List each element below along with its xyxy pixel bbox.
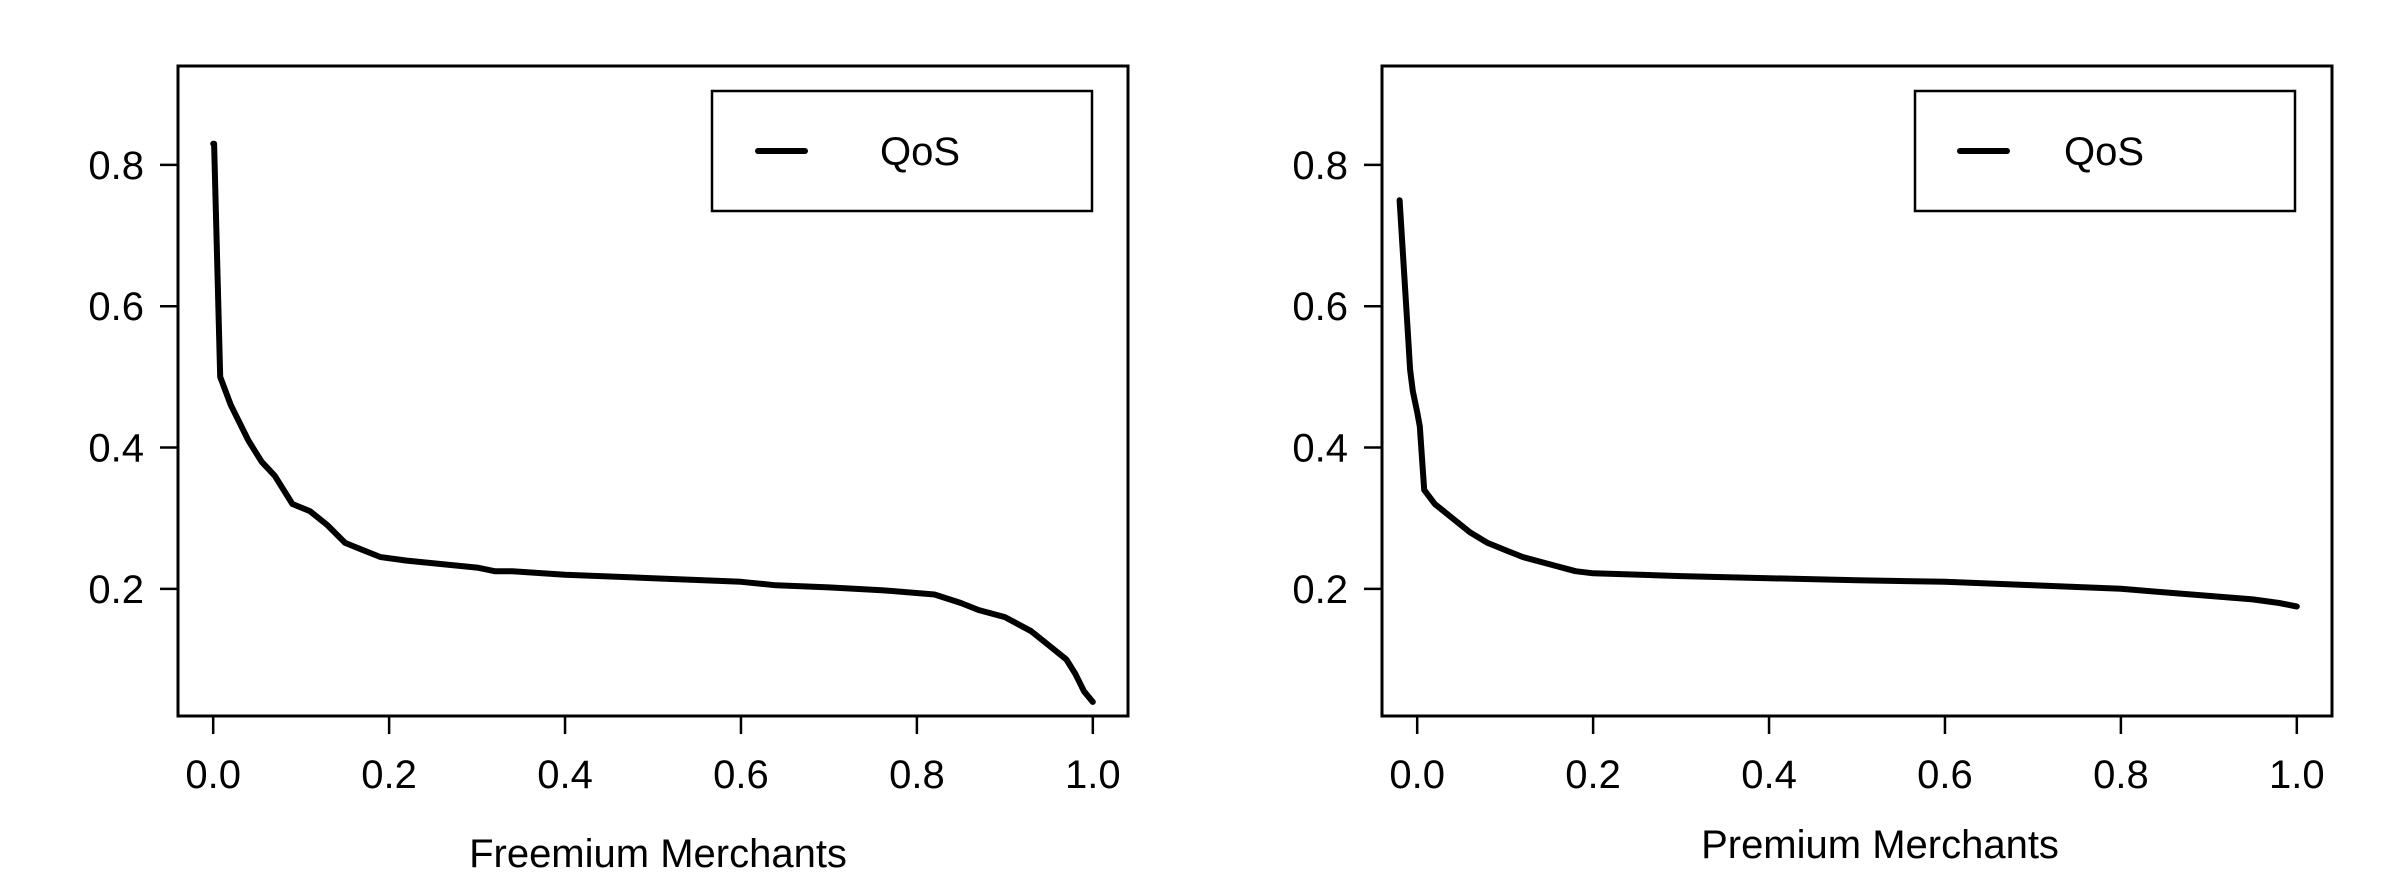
x-tick-label: 1.0 [1065,753,1121,797]
y-tick-label: 0.4 [88,427,144,471]
y-tick-label: 0.2 [1292,568,1348,612]
freemium-chart-panel: 0.2 0.4 0.6 0.8 0.0 0.2 0.4 0.6 0.8 1.0 QoS Free… [88,64,1130,876]
x-tick-label: 0.2 [1565,753,1621,797]
x-tick-label: 0.0 [185,753,241,797]
y-tick-label: 0.2 [88,568,144,612]
premium-chart-panel: 0.2 0.4 0.6 0.8 0.0 0.2 0.4 0.6 0.8 1.0 QoS Prem… [1292,64,2334,867]
legend: QoS [710,89,1094,213]
y-axis: 0.2 0.4 0.6 0.8 [1292,144,1382,612]
y-tick-label: 0.6 [1292,285,1348,329]
qos-line [210,140,1096,705]
qos-line [1396,197,2300,610]
legend-label: QoS [880,130,960,174]
plot-frame [176,64,1130,718]
x-tick-label: 0.0 [1389,753,1445,797]
x-tick-label: 0.4 [1741,753,1797,797]
x-tick-label: 0.8 [2093,753,2149,797]
x-tick-label: 0.6 [1917,753,1973,797]
y-tick-label: 0.6 [88,285,144,329]
x-tick-label: 0.8 [889,753,945,797]
plot-frame [1380,64,2334,718]
x-axis: 0.0 0.2 0.4 0.6 0.8 1.0 [185,716,1121,797]
x-tick-label: 1.0 [2269,753,2325,797]
x-axis-title: Premium Merchants [1701,823,2059,867]
x-axis: 0.0 0.2 0.4 0.6 0.8 1.0 [1389,716,2325,797]
y-axis: 0.2 0.4 0.6 0.8 [88,144,178,612]
y-tick-label: 0.4 [1292,427,1348,471]
x-tick-label: 0.2 [361,753,417,797]
x-axis-title: Freemium Merchants [469,832,847,876]
legend: QoS [1913,89,2297,213]
y-tick-label: 0.8 [1292,144,1348,188]
x-tick-label: 0.4 [537,753,593,797]
x-tick-label: 0.6 [713,753,769,797]
y-tick-label: 0.8 [88,144,144,188]
legend-label: QoS [2064,130,2144,174]
